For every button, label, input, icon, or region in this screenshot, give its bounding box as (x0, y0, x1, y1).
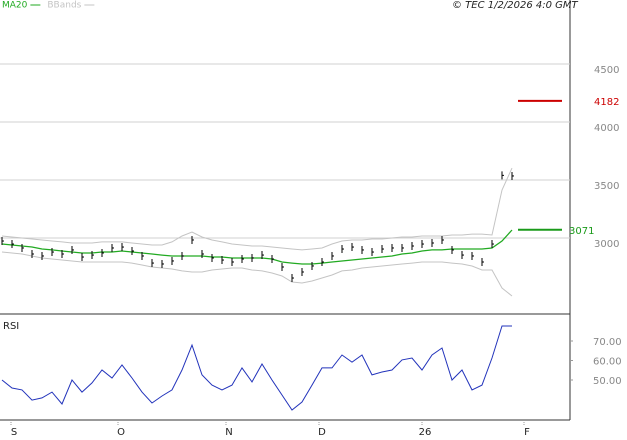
price-bar (171, 256, 174, 265)
price-bar (231, 258, 234, 267)
price-bar (1, 237, 4, 246)
band-line (1, 251, 513, 297)
price-bar (471, 251, 474, 260)
price-bar (261, 251, 264, 260)
y-tick-label: 70.00 (593, 337, 622, 348)
price-bar (411, 242, 414, 251)
rsi-line (1, 325, 512, 411)
price-bar (311, 261, 314, 270)
price-bar (331, 251, 334, 260)
price-bar (31, 250, 34, 259)
price-bar (441, 235, 444, 244)
price-bar (201, 250, 204, 259)
price-bar (281, 262, 284, 271)
price-bar (301, 267, 304, 276)
y-tick-label: 3500 (594, 181, 619, 192)
y-tick-label: 3000 (594, 239, 619, 250)
ma-line (1, 229, 513, 265)
price-bar (401, 243, 404, 252)
y-tick-label: 50.00 (593, 376, 622, 387)
price-bar (191, 235, 194, 244)
price-bar (121, 243, 124, 252)
price-bar (101, 248, 104, 257)
x-tick-label: N (225, 427, 232, 438)
price-bar (221, 256, 224, 265)
price-bar (351, 243, 354, 252)
price-bar (211, 253, 214, 262)
legend-label: BBands (47, 1, 81, 11)
price-bar (161, 259, 164, 268)
price-bar (51, 248, 54, 257)
price-bar (251, 253, 254, 262)
price-bar (11, 240, 14, 249)
x-tick-label: O (117, 427, 125, 438)
price-bar (141, 251, 144, 260)
price-bar (431, 238, 434, 247)
x-tick-label: F (524, 427, 530, 438)
price-bar (321, 258, 324, 267)
price-bar (481, 258, 484, 267)
y-tick-label: 4000 (594, 123, 619, 134)
price-bar (371, 248, 374, 257)
price-bar (91, 251, 94, 260)
band-line (1, 167, 513, 251)
price-bar (421, 240, 424, 249)
x-tick-label: 26 (419, 427, 432, 438)
price-bar (111, 243, 114, 252)
x-tick-label: D (318, 427, 326, 438)
price-bar (341, 245, 344, 254)
price-bar (451, 245, 454, 254)
price-bar (131, 246, 134, 255)
price-bar (501, 171, 504, 180)
price-bar (271, 254, 274, 263)
price-bar (81, 253, 84, 262)
price-bar (151, 259, 154, 268)
legend-label: MA20 (2, 1, 28, 11)
price-bar (491, 240, 494, 249)
price-bar (21, 243, 24, 252)
price-bar (241, 254, 244, 263)
x-tick-label: S (11, 427, 17, 438)
y-tick-label: 60.00 (593, 356, 622, 367)
panel-title: RSI (3, 321, 19, 332)
level-label: 4182 (594, 97, 619, 108)
price-bar (511, 171, 514, 180)
price-bar (461, 251, 464, 260)
price-bar (41, 251, 44, 260)
price-bar (181, 251, 184, 260)
price-bar (361, 245, 364, 254)
level-label: 3071 (569, 226, 594, 237)
price-bar (291, 274, 294, 283)
price-bar (391, 243, 394, 252)
price-bar (381, 245, 384, 254)
y-tick-label: 4500 (594, 65, 619, 76)
price-bar (71, 245, 74, 254)
price-bar (61, 250, 64, 259)
chart-header: © TEC 1/2/2026 4:0 GMT (452, 0, 579, 11)
